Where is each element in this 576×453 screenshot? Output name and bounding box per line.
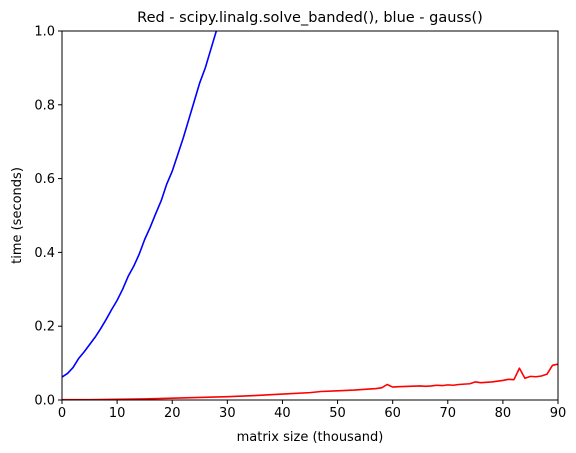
plot-area — [61, 30, 559, 401]
x-tick-label: 40 — [274, 406, 291, 421]
series-line-0 — [62, 31, 218, 378]
plot-background — [62, 31, 558, 400]
x-tick-label: 70 — [440, 406, 457, 421]
series-layer — [62, 31, 558, 400]
x-tick-label: 20 — [164, 406, 181, 421]
y-tick-label: 0.4 — [34, 246, 55, 261]
y-axis: 0.0 0.2 0.4 0.6 0.8 1.0 — [34, 25, 62, 409]
x-axis-label: matrix size (thousand) — [237, 430, 384, 445]
series-line-1 — [62, 363, 558, 400]
x-tick-label: 0 — [58, 406, 66, 421]
y-tick-label: 0.2 — [34, 320, 55, 335]
y-axis-label: time (seconds) — [10, 167, 25, 264]
y-tick-label: 0.8 — [34, 98, 55, 113]
chart-title: Red - scipy.linalg.solve_banded(), blue … — [137, 10, 483, 26]
y-tick-label: 0.0 — [34, 394, 55, 409]
x-tick-label: 90 — [550, 406, 567, 421]
x-tick-label: 10 — [109, 406, 126, 421]
x-tick-label: 30 — [219, 406, 236, 421]
plot-frame — [61, 30, 559, 401]
x-axis: 0 10 20 30 40 50 60 70 80 90 — [58, 400, 566, 421]
x-tick-label: 80 — [495, 406, 512, 421]
x-tick-label: 50 — [329, 406, 346, 421]
x-tick-label: 60 — [384, 406, 401, 421]
y-tick-label: 1.0 — [34, 25, 55, 40]
y-tick-label: 0.6 — [34, 172, 55, 187]
